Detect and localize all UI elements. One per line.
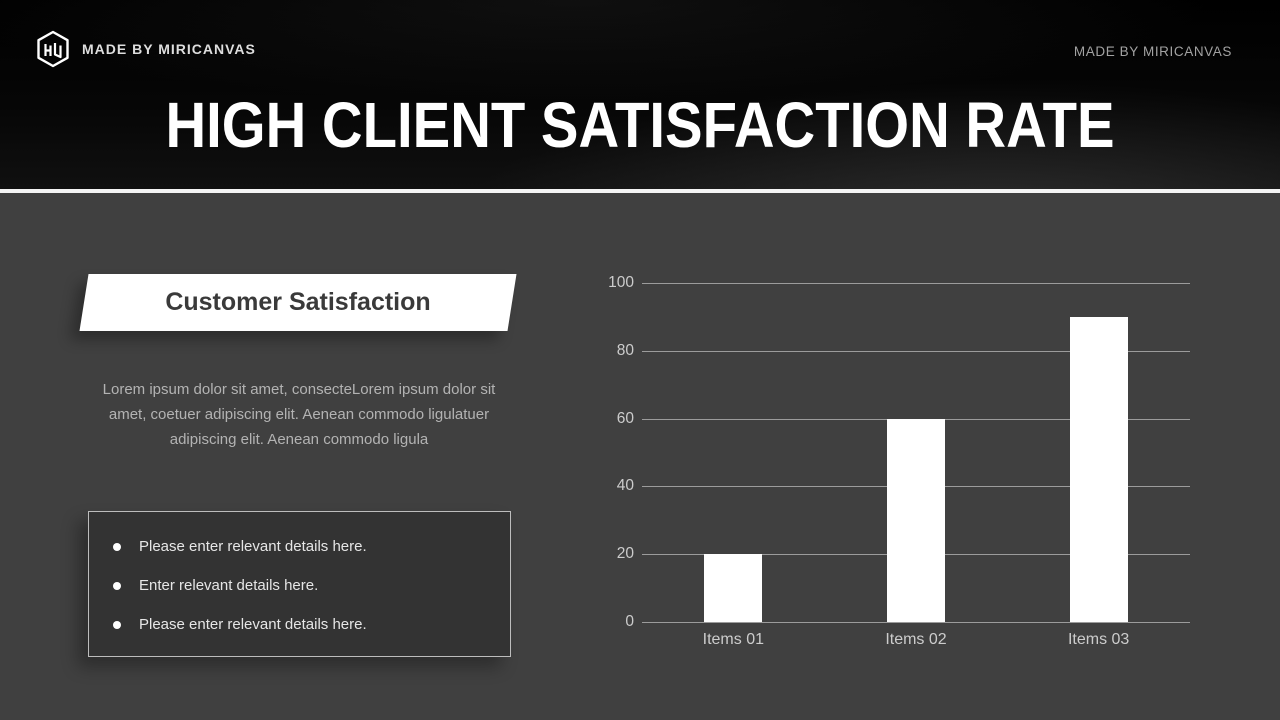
y-tick-label: 80 — [616, 341, 634, 359]
bullet-icon — [113, 620, 121, 629]
bar-items-02 — [887, 418, 945, 622]
x-axis-label: Items 01 — [702, 631, 764, 648]
section-banner: Customer Satisfaction — [79, 274, 517, 331]
bar-chart: 0 20 40 60 80 100 Items 01 Items 02 Items 03 — [598, 275, 1192, 665]
x-axis-label: Items 02 — [885, 631, 947, 648]
list-item: Enter relevant details here. — [113, 577, 510, 594]
section-banner-inner: Customer Satisfaction — [84, 274, 512, 331]
y-tick-label: 0 — [625, 613, 634, 630]
y-tick-label: 100 — [608, 274, 634, 291]
details-box: Please enter relevant details here. Ente… — [88, 511, 511, 657]
list-item-label: Please enter relevant details here. — [139, 616, 367, 633]
miricanvas-logo-icon — [37, 30, 69, 68]
gridline-0 — [642, 622, 1190, 623]
bullet-icon — [113, 581, 121, 590]
list-item-label: Please enter relevant details here. — [139, 538, 367, 555]
bullet-icon — [113, 542, 121, 551]
y-tick-label: 20 — [616, 545, 634, 563]
page-title: HIGH CLIENT SATISFACTION RATE — [165, 89, 1115, 161]
x-axis-label: Items 03 — [1067, 631, 1130, 648]
gridline-80 — [642, 350, 1190, 352]
y-tick-label: 40 — [616, 477, 634, 495]
header-band: MADE BY MIRICANVAS MADE BY MIRICANVAS HI… — [0, 0, 1280, 190]
description-paragraph: Lorem ipsum dolor sit amet, consecteLore… — [102, 381, 496, 448]
header-divider — [0, 189, 1280, 193]
bar-items-03 — [1069, 316, 1128, 622]
list-item: Please enter relevant details here. — [113, 616, 510, 633]
header-right-label: MADE BY MIRICANVAS — [1073, 44, 1232, 59]
logo: MADE BY MIRICANVAS — [36, 30, 256, 68]
list-item-label: Enter relevant details here. — [139, 577, 319, 594]
gridline-100 — [642, 283, 1190, 284]
list-item: Please enter relevant details here. — [113, 538, 510, 555]
logo-label: MADE BY MIRICANVAS — [82, 41, 256, 57]
bar-items-01 — [704, 554, 763, 622]
section-banner-title: Customer Satisfaction — [165, 288, 431, 316]
y-tick-label: 60 — [616, 409, 634, 427]
